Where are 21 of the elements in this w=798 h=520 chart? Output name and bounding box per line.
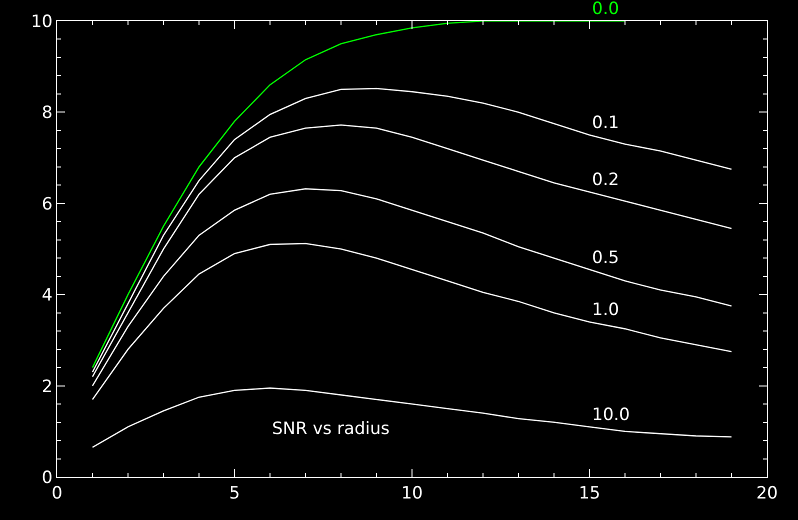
series-label: 0.1 <box>592 113 620 133</box>
x-tick-label: 10 <box>401 483 423 504</box>
series-label: 10.0 <box>592 405 630 425</box>
line-series <box>92 21 626 368</box>
line-series <box>92 188 732 386</box>
annotation: SNR vs radius <box>272 419 390 439</box>
series-label: 0.5 <box>592 248 620 268</box>
x-tick-label: 15 <box>578 483 600 504</box>
y-tick-label: 10 <box>30 12 53 32</box>
series-label: 1.0 <box>592 300 620 320</box>
series-label: 0.2 <box>592 170 620 190</box>
x-tick-label: 20 <box>756 483 778 504</box>
series-label: 0.0 <box>592 0 620 19</box>
line-series <box>92 387 732 448</box>
y-tick-label: 8 <box>42 103 53 124</box>
y-tick-label: 0 <box>42 468 53 488</box>
line-series <box>92 242 732 400</box>
y-tick-label: 6 <box>42 194 53 214</box>
y-tick-label: 4 <box>42 286 53 306</box>
x-tick-label: 5 <box>229 483 240 504</box>
y-tick-label: 2 <box>42 376 53 397</box>
